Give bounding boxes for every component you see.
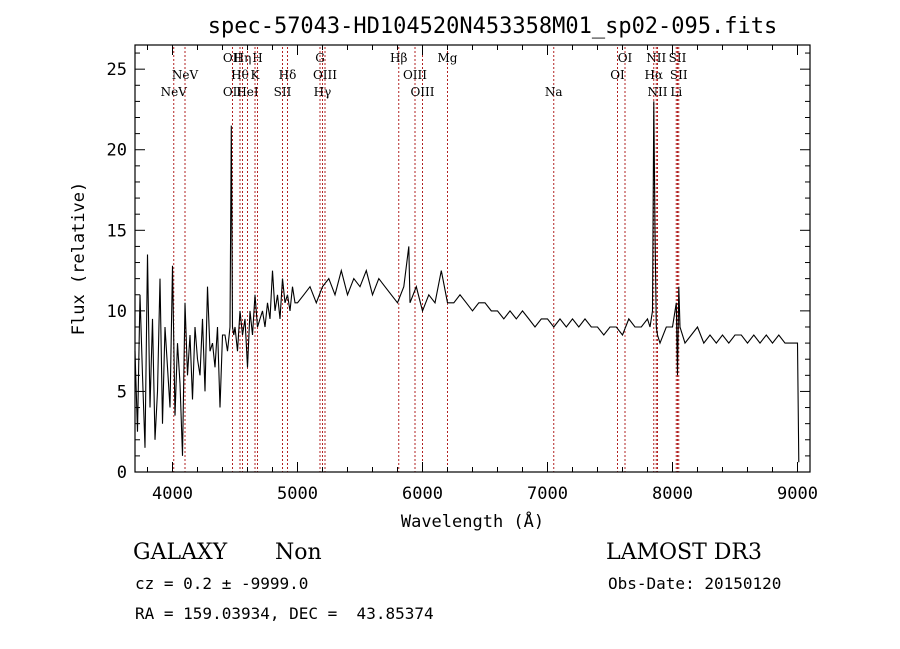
line-marker-label: Hα: [644, 68, 663, 82]
subclass-label: Non: [275, 540, 322, 565]
line-marker-label: H: [252, 51, 262, 65]
line-marker-label: NII: [646, 51, 666, 65]
y-axis-label: Flux (relative): [69, 182, 89, 336]
y-tick-label: 10: [107, 302, 127, 322]
line-marker-label: NeV: [172, 68, 199, 82]
y-tick-label: 20: [107, 141, 127, 161]
line-marker-label: Mg: [438, 51, 458, 65]
line-marker-label: NII: [648, 85, 668, 99]
y-tick-label: 15: [107, 221, 127, 241]
line-marker-label: G: [315, 51, 325, 65]
line-marker-label: Hγ: [314, 85, 332, 99]
class-label: GALAXY: [133, 540, 228, 565]
x-tick-label: 9000: [777, 484, 818, 504]
line-marker-label: OII: [223, 85, 243, 99]
y-tick-label: 0: [117, 463, 127, 483]
line-marker-label: Hδ: [279, 68, 297, 82]
chart-title: spec-57043-HD104520N453358M01_sp02-095.f…: [208, 14, 778, 39]
cz-readout: cz = 0.2 ± -9999.0: [135, 574, 309, 593]
line-marker-label: SII: [274, 85, 292, 99]
line-marker-label: Hθ: [231, 68, 249, 82]
line-marker-label: SII: [670, 68, 688, 82]
survey-label: LAMOST DR3: [606, 540, 762, 565]
x-tick-label: 8000: [652, 484, 693, 504]
x-tick-label: 4000: [152, 484, 193, 504]
x-tick-label: 5000: [277, 484, 318, 504]
coords-readout: RA = 159.03934, DEC = 43.85374: [135, 604, 434, 623]
spectrum-line: [134, 101, 800, 463]
obs-date: Obs-Date: 20150120: [608, 574, 782, 593]
line-marker-label: OII: [223, 51, 243, 65]
line-marker-label: Hβ: [390, 51, 407, 65]
line-marker-label: Hη: [234, 51, 252, 65]
line-marker-label: Na: [545, 85, 563, 99]
line-marker-label: OIII: [403, 68, 427, 82]
plot-frame: [134, 44, 811, 473]
x-tick-label: 6000: [402, 484, 443, 504]
line-marker-label: HeI: [236, 85, 259, 99]
x-axis-label: Wavelength (Å): [401, 510, 544, 532]
line-marker-label: OI: [610, 68, 625, 82]
line-marker-label: NeV: [161, 85, 188, 99]
line-marker-label: OIII: [313, 68, 337, 82]
y-tick-label: 5: [117, 382, 127, 402]
line-marker-label: Li: [670, 85, 682, 99]
y-tick-label: 25: [107, 60, 127, 80]
line-marker-label: K: [251, 68, 261, 82]
x-tick-label: 7000: [527, 484, 568, 504]
line-marker-label: SII: [669, 51, 687, 65]
line-marker-label: OI: [618, 51, 633, 65]
line-marker-label: OIII: [410, 85, 434, 99]
